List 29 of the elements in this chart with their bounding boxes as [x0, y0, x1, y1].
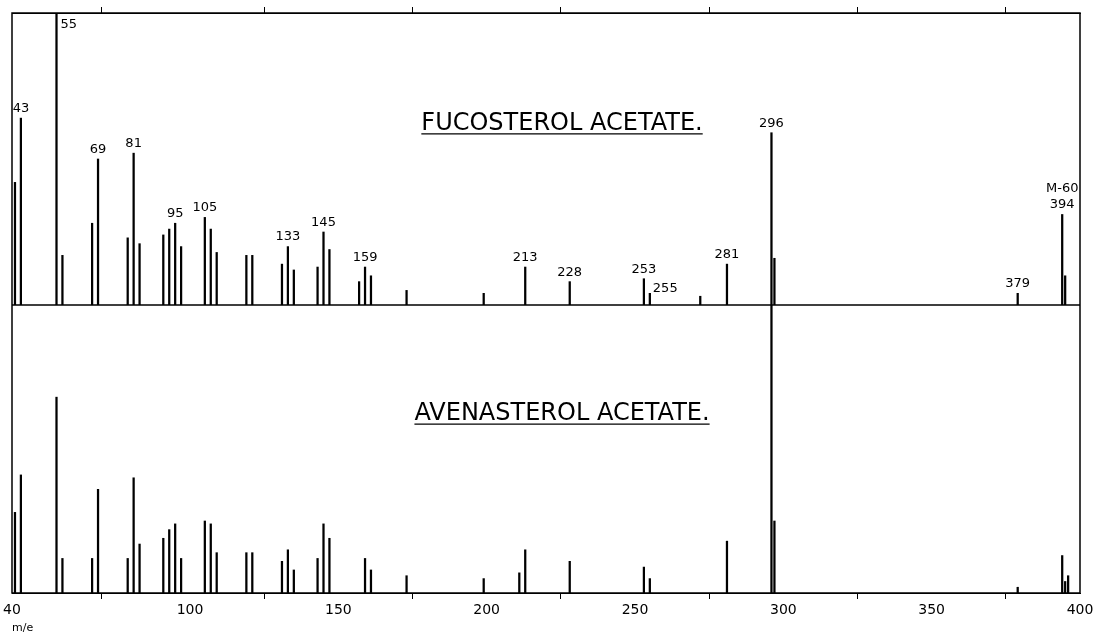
x-tick-label: 150	[324, 601, 352, 618]
annotation: 296	[759, 114, 784, 130]
annotation: 95	[166, 205, 184, 221]
annotation: 255	[652, 280, 678, 296]
annotation: 159	[352, 248, 378, 264]
annotation: 145	[311, 213, 336, 229]
text: FUCOSTEROL ACETATE.	[421, 107, 703, 136]
annotation: 55	[60, 15, 78, 31]
text: AVENASTEROL ACETATE.	[414, 398, 710, 427]
x-axis-title: m/e	[12, 621, 34, 635]
annotation: 69	[89, 140, 107, 156]
x-tick-label: 40	[3, 601, 21, 618]
annotation: 379	[1005, 275, 1031, 291]
annotation: 253	[631, 260, 657, 276]
annotation: 81	[125, 135, 142, 151]
annotation: 43	[12, 100, 30, 115]
annotation: 133	[275, 228, 301, 244]
annotation: 213	[512, 248, 538, 264]
x-tick-label: 250	[621, 601, 649, 618]
annotation: 394	[1049, 196, 1075, 212]
x-tick-label: 350	[918, 601, 946, 618]
x-tick-label: 200	[473, 601, 501, 618]
annotation: M-60	[1045, 180, 1079, 196]
annotation: 228	[557, 263, 583, 279]
annotation: 105	[192, 199, 218, 215]
x-tick-label: 400	[1066, 601, 1094, 618]
annotation: 281	[714, 245, 740, 261]
x-tick-label: 100	[176, 601, 204, 618]
x-tick-label: 300	[769, 601, 797, 618]
